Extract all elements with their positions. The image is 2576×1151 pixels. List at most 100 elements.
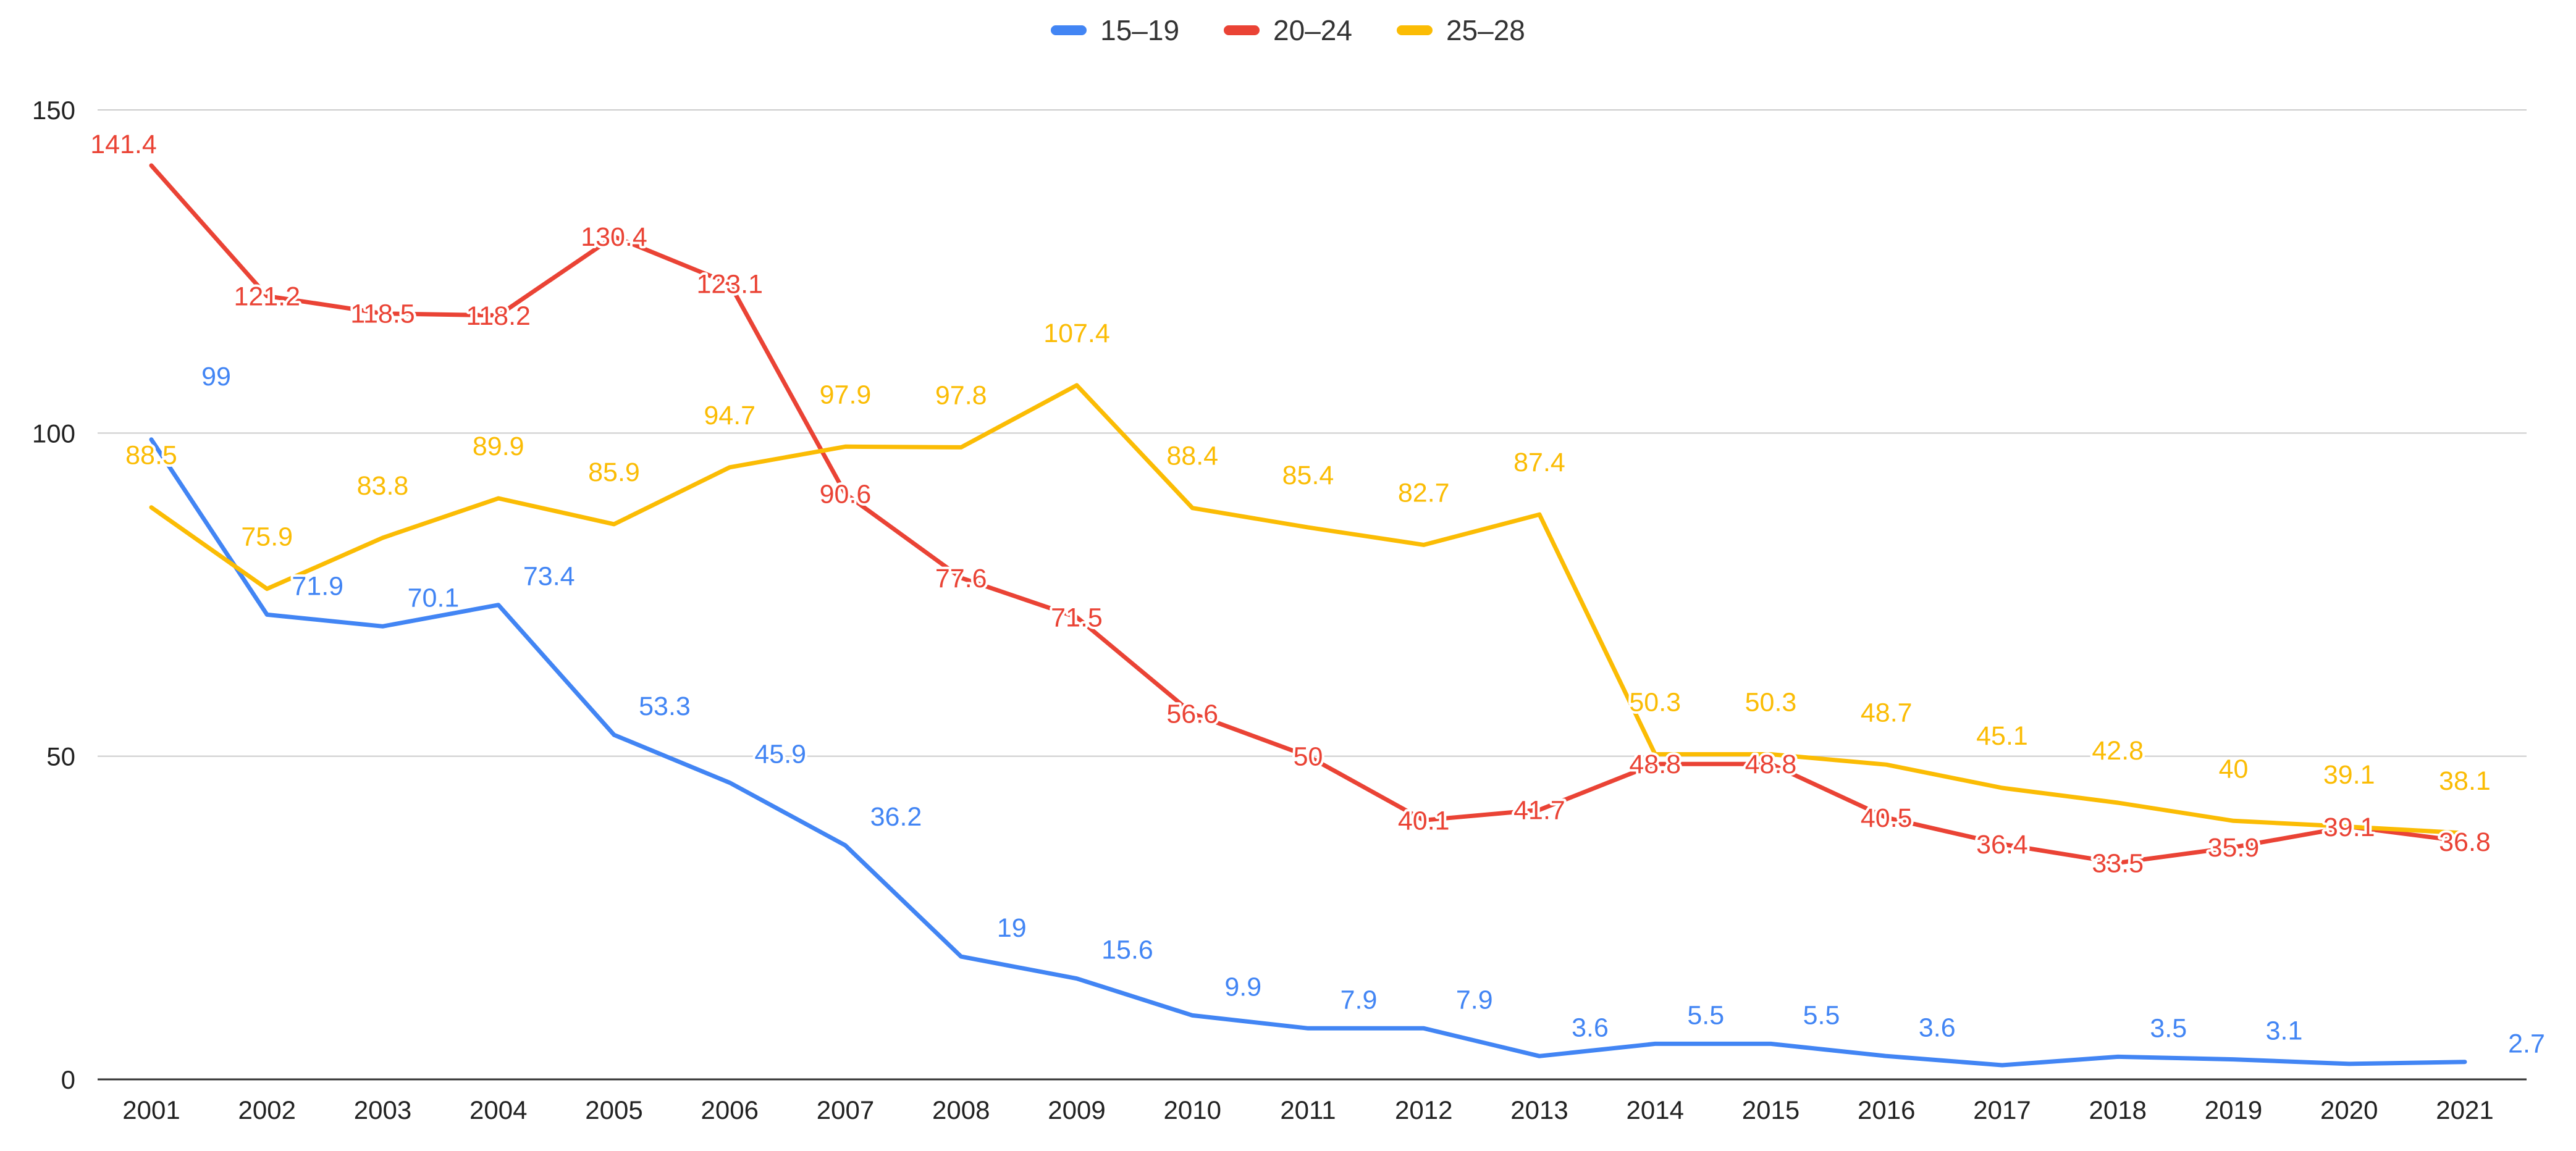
data-label-25-28-2002: 75.9 — [241, 522, 293, 552]
x-tick-label-2015: 2015 — [1742, 1095, 1799, 1124]
data-label-20-24-2016: 40.5 — [1861, 803, 1913, 833]
data-label-20-24-2021: 36.8 — [2439, 827, 2491, 857]
data-label-25-28-2020: 39.1 — [2323, 760, 2375, 790]
data-label-15-19-2018: 3.5 — [2150, 1013, 2187, 1043]
data-label-25-28-2019: 40 — [2219, 754, 2249, 784]
x-tick-label-2009: 2009 — [1048, 1095, 1105, 1124]
data-label-15-19-2007: 36.2 — [870, 802, 922, 832]
y-tick-label-150: 150 — [32, 96, 75, 125]
data-label-20-24-2008: 77.6 — [935, 564, 987, 593]
x-tick-label-2005: 2005 — [585, 1095, 642, 1124]
series-line-25-28 — [149, 383, 2467, 835]
legend-swatch-15-19 — [1051, 25, 1087, 35]
x-tick-label-2007: 2007 — [817, 1095, 874, 1124]
x-tick-label-2001: 2001 — [122, 1095, 180, 1124]
data-label-layer: 99 71.9 70.1 73.4 53.3 45.9 36.2 19 15.6 9.9 7.9 7.… — [88, 127, 2548, 1061]
data-label-15-19-2015: 5.5 — [1803, 1000, 1840, 1030]
y-tick-label-0: 0 — [61, 1065, 75, 1094]
x-tick-label-2019: 2019 — [2205, 1095, 2262, 1124]
data-label-25-28-2014: 50.3 — [1629, 688, 1681, 718]
data-label-15-19-2002: 71.9 — [292, 571, 343, 601]
data-label-25-28-2015: 50.3 — [1745, 688, 1797, 718]
legend-label-25-28: 25–28 — [1446, 14, 1525, 46]
x-tick-label-2006: 2006 — [701, 1095, 759, 1124]
x-tick-label-2004: 2004 — [469, 1095, 527, 1124]
x-tick-label-2020: 2020 — [2320, 1095, 2378, 1124]
data-label-15-19-2006: 45.9 — [754, 740, 806, 769]
data-label-15-19-2014: 5.5 — [1687, 1000, 1724, 1030]
data-label-20-24-2002: 121.2 — [234, 282, 300, 311]
x-tick-label-2014: 2014 — [1627, 1095, 1684, 1124]
legend-item-15-19[interactable]: 15–19 — [1051, 14, 1179, 47]
x-tick-label-2002: 2002 — [238, 1095, 296, 1124]
data-label-20-24-2007: 90.6 — [820, 480, 872, 509]
data-label-15-19-2021: 2.7 — [2508, 1029, 2545, 1059]
legend-swatch-25-28 — [1396, 25, 1433, 35]
data-label-25-28-2001: 88.5 — [125, 441, 177, 471]
data-label-15-19-2003: 70.1 — [408, 583, 460, 613]
data-label-20-24-2006: 123.1 — [696, 270, 763, 299]
legend-item-25-28[interactable]: 25–28 — [1396, 14, 1525, 47]
data-label-20-24-2015: 48.8 — [1745, 750, 1797, 779]
data-label-25-28-2009: 107.4 — [1043, 319, 1110, 348]
data-label-15-19-2012: 7.9 — [1456, 985, 1493, 1015]
series-layer — [149, 163, 2467, 1068]
data-label-20-24-2009: 71.5 — [1051, 603, 1103, 633]
data-label-20-24-2019: 35.9 — [2208, 833, 2260, 863]
data-label-15-19-2008: 19 — [997, 913, 1027, 943]
x-tick-label-2013: 2013 — [1510, 1095, 1568, 1124]
x-tick-label-2018: 2018 — [2089, 1095, 2147, 1124]
grid-layer — [98, 109, 2527, 1081]
data-label-15-19-2013: 3.6 — [1572, 1013, 1609, 1042]
data-label-25-28-2008: 97.8 — [935, 380, 987, 410]
chart-legend: 15–19 20–24 25–28 — [0, 14, 2576, 47]
data-label-20-24-2010: 56.6 — [1166, 700, 1218, 729]
data-label-20-24-2005: 130.4 — [581, 222, 647, 252]
data-label-20-24-2011: 50 — [1294, 742, 1323, 772]
legend-swatch-20-24 — [1224, 25, 1260, 35]
x-tick-label-2016: 2016 — [1858, 1095, 1915, 1124]
data-label-15-19-2005: 53.3 — [639, 692, 691, 721]
data-label-20-24-2013: 41.7 — [1513, 796, 1565, 826]
data-label-25-28-2017: 45.1 — [1976, 721, 2028, 751]
data-label-25-28-2012: 82.7 — [1398, 478, 1450, 508]
x-tick-label-2010: 2010 — [1164, 1095, 1221, 1124]
data-label-20-24-2001: 141.4 — [90, 130, 157, 159]
data-label-20-24-2017: 36.4 — [1976, 830, 2028, 860]
data-label-25-28-2004: 89.9 — [473, 432, 524, 461]
data-label-15-19-2019: 3.1 — [2266, 1016, 2303, 1046]
data-label-15-19-2016: 3.6 — [1919, 1013, 1956, 1042]
y-tick-label-50: 50 — [46, 742, 75, 771]
data-label-25-28-2018: 42.8 — [2092, 736, 2144, 766]
data-label-15-19-2010: 9.9 — [1224, 972, 1261, 1002]
x-tick-label-2003: 2003 — [354, 1095, 411, 1124]
axis-layer: 0 50 100 150 2001 2002 2003 2004 2005 2006 2007 200… — [32, 96, 2494, 1124]
data-label-15-19-2009: 15.6 — [1101, 935, 1153, 965]
data-label-25-28-2006: 94.7 — [704, 401, 756, 430]
x-tick-label-2021: 2021 — [2436, 1095, 2493, 1124]
y-tick-label-100: 100 — [32, 419, 75, 448]
data-label-25-28-2021: 38.1 — [2439, 766, 2491, 796]
data-label-15-19-2011: 7.9 — [1341, 985, 1378, 1015]
data-label-15-19-2004: 73.4 — [523, 562, 575, 592]
data-label-25-28-2011: 85.4 — [1282, 461, 1334, 490]
data-label-20-24-2018: 33.5 — [2092, 848, 2144, 878]
x-tick-label-2008: 2008 — [932, 1095, 990, 1124]
data-label-25-28-2013: 87.4 — [1513, 448, 1565, 477]
data-label-25-28-2016: 48.7 — [1861, 698, 1913, 727]
legend-item-20-24[interactable]: 20–24 — [1224, 14, 1352, 47]
legend-label-15-19: 15–19 — [1100, 14, 1180, 46]
x-tick-label-2011: 2011 — [1280, 1095, 1336, 1124]
series-line-20-24 — [149, 163, 2467, 865]
data-label-25-28-2005: 85.9 — [588, 458, 640, 487]
data-label-20-24-2020: 39.1 — [2323, 813, 2375, 842]
data-label-20-24-2003: 118.5 — [350, 299, 415, 329]
data-label-15-19-2001: 99 — [201, 362, 231, 391]
x-tick-label-2017: 2017 — [1973, 1095, 2031, 1124]
data-label-25-28-2003: 83.8 — [357, 471, 409, 501]
legend-label-20-24: 20–24 — [1273, 14, 1352, 46]
x-tick-label-2012: 2012 — [1395, 1095, 1452, 1124]
data-label-20-24-2004: 118.2 — [466, 301, 531, 331]
data-label-25-28-2010: 88.4 — [1166, 442, 1218, 471]
